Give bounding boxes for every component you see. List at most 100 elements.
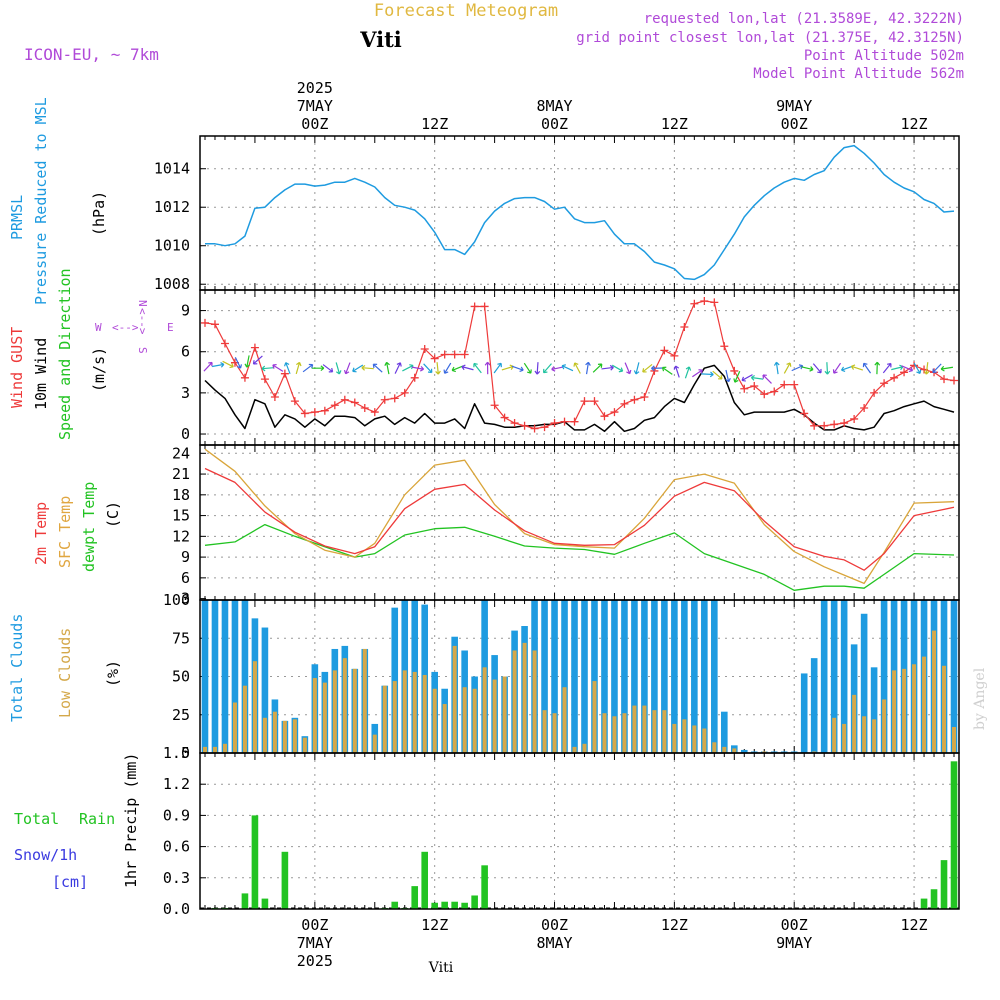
- gust-marker: [350, 398, 359, 407]
- wind-direction-arrow: [343, 362, 351, 375]
- temp2m-label: 2m Temp: [32, 502, 50, 565]
- gust-marker: [820, 421, 829, 430]
- temperature-ytick: 3: [181, 590, 190, 608]
- pressure-ytick: 1008: [154, 275, 190, 293]
- total-cloud-bar: [551, 600, 558, 753]
- low-cloud-bar: [642, 705, 647, 753]
- total-cloud-bar: [671, 600, 678, 753]
- dewpt-temp-label: dewpt Temp: [80, 482, 98, 572]
- low-cloud-bar: [582, 743, 587, 753]
- total-cloud-bar: [870, 667, 878, 753]
- gust-marker: [270, 392, 279, 401]
- temperature-ytick: 24: [172, 444, 190, 462]
- gust-marker: [380, 395, 389, 404]
- wind-direction-arrow: [272, 363, 284, 372]
- gust-marker: [860, 403, 869, 412]
- low-cloud-bar: [462, 687, 467, 753]
- temperature-ytick: 18: [172, 486, 190, 504]
- low-cloud-bar: [302, 737, 307, 753]
- total-clouds-label: Total Clouds: [8, 614, 26, 722]
- low-cloud-bar: [482, 667, 487, 753]
- gust-marker: [430, 354, 439, 363]
- wind-direction-arrow: [435, 362, 441, 375]
- dewpt-line: [204, 523, 955, 591]
- gust-marker: [390, 394, 399, 403]
- precip-total-label: Total: [14, 810, 59, 828]
- low-cloud-bar: [612, 716, 617, 753]
- total-cloud-bar: [561, 600, 568, 753]
- clouds-panel: 0 25 50 75 100: [163, 591, 959, 762]
- total-cloud-bar: [701, 600, 708, 753]
- gust-marker: [660, 346, 669, 355]
- gust-marker: [370, 408, 379, 417]
- rain-bar: [241, 893, 249, 909]
- wind-frame: [199, 289, 960, 446]
- wind-ytick: 0: [181, 425, 190, 443]
- wind-ytick: 6: [181, 343, 190, 361]
- gust-marker: [320, 406, 329, 415]
- gust-marker: [220, 339, 229, 348]
- gust-marker: [340, 395, 349, 404]
- low-cloud-bar: [262, 717, 267, 753]
- wind-direction-arrow: [585, 361, 591, 375]
- total-cloud-bar: [840, 600, 848, 753]
- low-cloud-bar: [382, 685, 387, 753]
- wind-direction-arrow: [624, 362, 632, 375]
- wind-direction-arrow: [692, 369, 703, 378]
- top-time-label: 12Z: [421, 115, 448, 133]
- wind-direction-arrow: [501, 364, 514, 371]
- low-cloud-bar: [712, 742, 717, 753]
- wind-direction-arrow: [901, 365, 914, 373]
- wind-direction-arrow: [551, 366, 564, 372]
- temperature-ytick: 15: [172, 507, 190, 525]
- total-cloud-bar: [201, 600, 209, 753]
- wind-direction-arrow: [850, 364, 864, 371]
- top-time-label: 7MAY: [297, 97, 333, 115]
- total-cloud-bar: [950, 600, 958, 753]
- gust-marker: [420, 344, 429, 353]
- low-cloud-bar: [932, 630, 937, 753]
- low-cloud-bar: [242, 685, 247, 753]
- top-time-label: 8MAY: [536, 97, 572, 115]
- gust-marker: [800, 409, 809, 418]
- wind-direction-arrow: [573, 362, 581, 374]
- low-cloud-bar: [202, 746, 207, 753]
- low-cloud-bar: [842, 723, 847, 753]
- temperature-ytick: 6: [181, 569, 190, 587]
- total-cloud-bar: [691, 600, 698, 753]
- pressure-unit: (hPa): [90, 191, 108, 236]
- pressure-panel: 1008 1010 1012 1014: [154, 136, 959, 293]
- total-cloud-bar: [231, 600, 239, 753]
- gust-marker: [730, 366, 739, 375]
- gust-marker: [620, 399, 629, 408]
- precip-snow-label: Snow/1h: [14, 846, 77, 864]
- chart-title: Forecast Meteogram: [374, 1, 558, 21]
- wind-direction-arrow: [493, 362, 502, 374]
- low-cloud-bar: [722, 746, 727, 753]
- wind-direction-arrow: [661, 366, 673, 375]
- total-cloud-bar: [621, 600, 628, 753]
- rain-bar: [391, 901, 399, 909]
- gust-marker: [880, 379, 889, 388]
- location-name: Viti: [359, 27, 402, 52]
- total-cloud-bar: [820, 600, 828, 753]
- wind-direction-arrow: [832, 362, 842, 374]
- gust-marker: [630, 395, 639, 404]
- top-time-label: 00Z: [541, 115, 568, 133]
- total-cloud-bar: [860, 613, 868, 753]
- low-cloud-bar: [602, 713, 607, 753]
- compass-ns-arrow: <-->: [136, 308, 149, 335]
- gust-marker: [870, 388, 879, 397]
- compass-icon: W <--> E N <--> S: [95, 300, 174, 354]
- clouds-unit: (%): [104, 660, 122, 687]
- wind-direction-arrow: [244, 355, 251, 368]
- gust-marker: [500, 413, 509, 422]
- low-cloud-bar: [352, 668, 357, 753]
- wind-direction-arrow: [725, 369, 731, 383]
- compass-ew-arrow: <-->: [112, 321, 139, 334]
- gust-marker: [290, 397, 299, 406]
- temperature-ytick: 9: [181, 548, 190, 566]
- temp-unit: (C): [104, 501, 122, 528]
- low-cloud-bar: [812, 751, 817, 753]
